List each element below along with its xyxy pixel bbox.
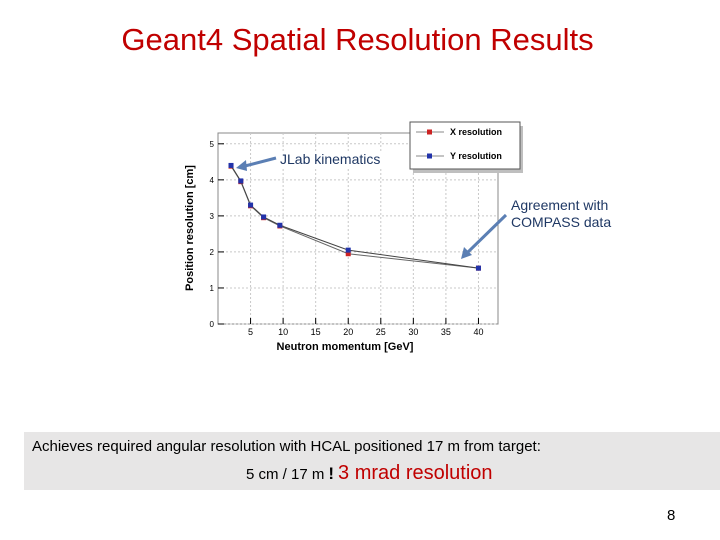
- data-point: [261, 214, 267, 220]
- summary-result: 3 mrad resolution: [338, 462, 493, 484]
- legend-label: X resolution: [450, 127, 502, 137]
- data-point: [228, 162, 234, 168]
- summary-calculation: 5 cm / 17 m! 3 mrad resolution: [246, 462, 493, 485]
- x-tick-label: 10: [278, 327, 288, 337]
- series-group: [228, 162, 481, 271]
- compass-annotation: Agreement with COMPASS data: [511, 197, 611, 231]
- page-number: 8: [667, 507, 676, 524]
- legend-marker: [427, 129, 432, 135]
- summary-line: Achieves required angular resolution wit…: [32, 438, 541, 455]
- data-point: [248, 202, 254, 208]
- summary-arrow: !: [328, 464, 335, 483]
- y-tick-label: 5: [210, 140, 215, 149]
- compass-arrowhead: [461, 247, 472, 259]
- data-point: [475, 265, 481, 271]
- compass-arrow: [464, 213, 508, 256]
- x-tick-label: 30: [408, 327, 418, 337]
- x-tick-label: 20: [343, 327, 353, 337]
- data-point: [345, 251, 351, 257]
- jlab-annotation: JLab kinematics: [278, 151, 383, 168]
- x-tick-label: 35: [441, 327, 451, 337]
- data-point: [277, 222, 283, 228]
- x-axis-label: Neutron momentum [GeV]: [277, 341, 414, 353]
- y-tick-label: 2: [210, 248, 215, 257]
- y-tick-label: 1: [210, 284, 215, 293]
- y-tick-label: 0: [210, 320, 215, 329]
- y-tick-label: 4: [210, 176, 215, 185]
- jlab-arrow: [240, 156, 277, 169]
- axis-ticks: 5 10 15 20 25 30 35 40 0 1 2 3 4 5: [210, 140, 484, 337]
- summary-calc: 5 cm / 17 m: [246, 466, 325, 483]
- legend-label: Y resolution: [450, 151, 502, 161]
- compass-annotation-line2: COMPASS data: [511, 214, 612, 230]
- x-tick-label: 15: [311, 327, 321, 337]
- jlab-arrowhead: [236, 160, 247, 171]
- x-tick-label: 40: [473, 327, 483, 337]
- y-axis-label: Position resolution [cm]: [184, 165, 196, 291]
- slide-title: Geant4 Spatial Resolution Results: [121, 22, 594, 57]
- x-tick-label: 5: [248, 327, 253, 337]
- x-tick-label: 25: [376, 327, 386, 337]
- compass-annotation-line1: Agreement with: [511, 197, 609, 213]
- legend: X resolution Y resolution: [416, 127, 502, 161]
- data-point: [345, 247, 351, 253]
- data-point: [238, 178, 244, 184]
- summary-banner: Achieves required angular resolution wit…: [24, 432, 720, 490]
- legend-marker: [427, 153, 432, 159]
- y-tick-label: 3: [210, 212, 215, 221]
